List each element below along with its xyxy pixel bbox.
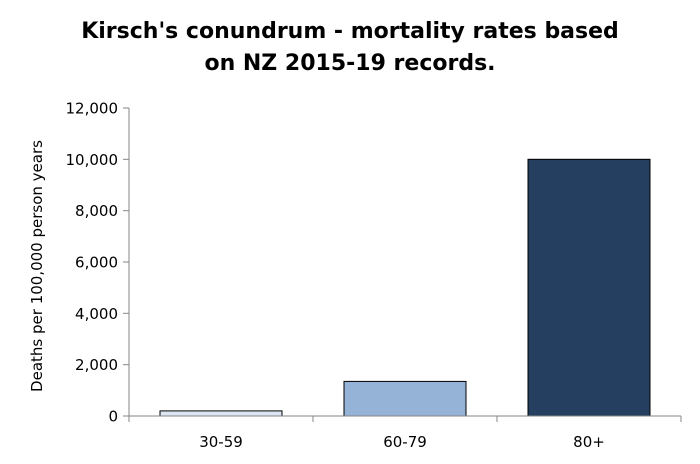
- bar-80+: [527, 158, 651, 417]
- y-tick-label: 12,000: [66, 100, 119, 118]
- chart-title-line-1: Kirsch's conundrum - mortality rates bas…: [81, 19, 619, 44]
- bar-30-59: [159, 410, 283, 417]
- y-axis-label-group: Deaths per 100,000 person years: [28, 140, 46, 392]
- bar-60-79: [343, 380, 467, 417]
- y-tick-label: 8,000: [75, 202, 118, 220]
- chart-title: Kirsch's conundrum - mortality rates bas…: [0, 16, 700, 80]
- y-tick-label: 2,000: [75, 356, 118, 374]
- y-tick-label: 6,000: [75, 254, 118, 272]
- x-tick-label: 30-59: [199, 433, 243, 451]
- chart-title-line-2: on NZ 2015-19 records.: [204, 51, 496, 76]
- y-tick-label: 10,000: [66, 151, 119, 169]
- x-tick-label: 80+: [573, 433, 605, 451]
- y-tick-label: 4,000: [75, 305, 118, 323]
- y-axis-label: Deaths per 100,000 person years: [28, 140, 46, 392]
- y-tick-label: 0: [108, 408, 118, 426]
- x-tick-label: 60-79: [383, 433, 427, 451]
